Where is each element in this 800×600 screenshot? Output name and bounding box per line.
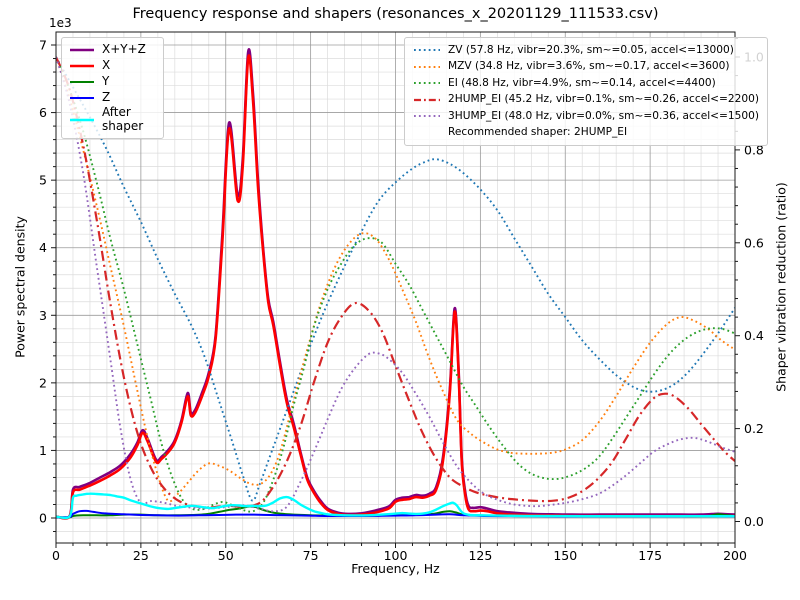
- svg-text:0.0: 0.0: [744, 514, 764, 529]
- svg-text:125: 125: [468, 548, 492, 563]
- legend-line-sample-hump2: [413, 96, 441, 104]
- legend-label: Recommended shaper: 2HUMP_EI: [448, 126, 628, 139]
- svg-text:0.6: 0.6: [744, 235, 764, 250]
- svg-text:0: 0: [52, 548, 60, 563]
- legend-line-sample-zv: [413, 46, 441, 54]
- tick-marks: [51, 37, 740, 548]
- legend-sample-spacer: [413, 129, 441, 137]
- svg-text:2: 2: [39, 375, 47, 390]
- legend-label: Z: [102, 90, 111, 105]
- svg-text:175: 175: [638, 548, 662, 563]
- legend-line-sample-z: [69, 94, 95, 102]
- svg-text:7: 7: [39, 38, 47, 53]
- legend-line-sample-hump3: [413, 112, 441, 120]
- legend-item-ei: EI (48.8 Hz, vibr=4.9%, sm~=0.14, accel<…: [413, 75, 759, 92]
- x-axis-label: Frequency, Hz: [351, 561, 440, 576]
- svg-text:200: 200: [723, 548, 747, 563]
- legend-line-sample-after: [69, 116, 95, 124]
- y-axis-offset-text: 1e3: [49, 16, 72, 30]
- legend-label: 3HUMP_EI (48.0 Hz, vibr=0.0%, sm~=0.36, …: [448, 109, 759, 122]
- legend-item-hump3: 3HUMP_EI (48.0 Hz, vibr=0.0%, sm~=0.36, …: [413, 108, 759, 125]
- legend-label: X: [102, 58, 111, 73]
- legend-line-sample-x: [69, 62, 95, 70]
- legend-item-x: X: [69, 58, 154, 74]
- svg-text:5: 5: [39, 173, 47, 188]
- series-hump3: [56, 56, 735, 513]
- legend-label: Y: [102, 74, 110, 89]
- right-y-axis-label: Shaper vibration reduction (ratio): [773, 182, 789, 392]
- svg-text:4: 4: [39, 240, 47, 255]
- legend-item-zv: ZV (57.8 Hz, vibr=20.3%, sm~=0.05, accel…: [413, 42, 759, 59]
- left-y-axis-label: Power spectral density: [12, 216, 28, 358]
- legend-line-sample-y: [69, 78, 95, 86]
- svg-text:75: 75: [303, 548, 319, 563]
- legend-item-footer: Recommended shaper: 2HUMP_EI: [413, 125, 759, 142]
- legend-item-after: After shaper: [69, 105, 154, 134]
- legend-label: MZV (34.8 Hz, vibr=3.6%, sm~=0.17, accel…: [448, 60, 730, 73]
- legend-shapers: ZV (57.8 Hz, vibr=20.3%, sm~=0.05, accel…: [404, 37, 768, 146]
- legend-label: ZV (57.8 Hz, vibr=20.3%, sm~=0.05, accel…: [448, 43, 734, 56]
- legend-item-xyz: X+Y+Z: [69, 42, 154, 58]
- svg-text:3: 3: [39, 308, 47, 323]
- chart-title: Frequency response and shapers (resonanc…: [132, 6, 659, 22]
- legend-label: EI (48.8 Hz, vibr=4.9%, sm~=0.14, accel<…: [448, 76, 716, 89]
- legend-line-sample-xyz: [69, 46, 95, 54]
- legend-item-y: Y: [69, 74, 154, 90]
- legend-line-sample-ei: [413, 79, 441, 87]
- svg-text:0.8: 0.8: [744, 142, 764, 157]
- legend-label: X+Y+Z: [102, 42, 146, 57]
- series-layer: [56, 48, 735, 520]
- legend-label: 2HUMP_EI (45.2 Hz, vibr=0.1%, sm~=0.26, …: [448, 93, 759, 106]
- svg-text:1: 1: [39, 443, 47, 458]
- legend-item-z: Z: [69, 90, 154, 106]
- svg-text:25: 25: [133, 548, 149, 563]
- legend-label: After shaper: [102, 105, 144, 133]
- legend-item-hump2: 2HUMP_EI (45.2 Hz, vibr=0.1%, sm~=0.26, …: [413, 92, 759, 109]
- series-zv: [56, 56, 735, 502]
- svg-text:50: 50: [218, 548, 234, 563]
- series-ei: [56, 56, 735, 513]
- svg-text:0.2: 0.2: [744, 421, 764, 436]
- legend-psd: X+Y+Z X Y Z After shaper: [61, 37, 164, 139]
- series-x: [56, 54, 735, 520]
- legend-item-mzv: MZV (34.8 Hz, vibr=3.6%, sm~=0.17, accel…: [413, 59, 759, 76]
- svg-text:0: 0: [39, 511, 47, 526]
- svg-text:150: 150: [553, 548, 577, 563]
- svg-text:0.4: 0.4: [744, 328, 764, 343]
- series-hump2: [56, 56, 735, 509]
- svg-text:100: 100: [384, 548, 408, 563]
- series-after: [56, 492, 735, 520]
- svg-text:6: 6: [39, 105, 47, 120]
- legend-line-sample-mzv: [413, 63, 441, 71]
